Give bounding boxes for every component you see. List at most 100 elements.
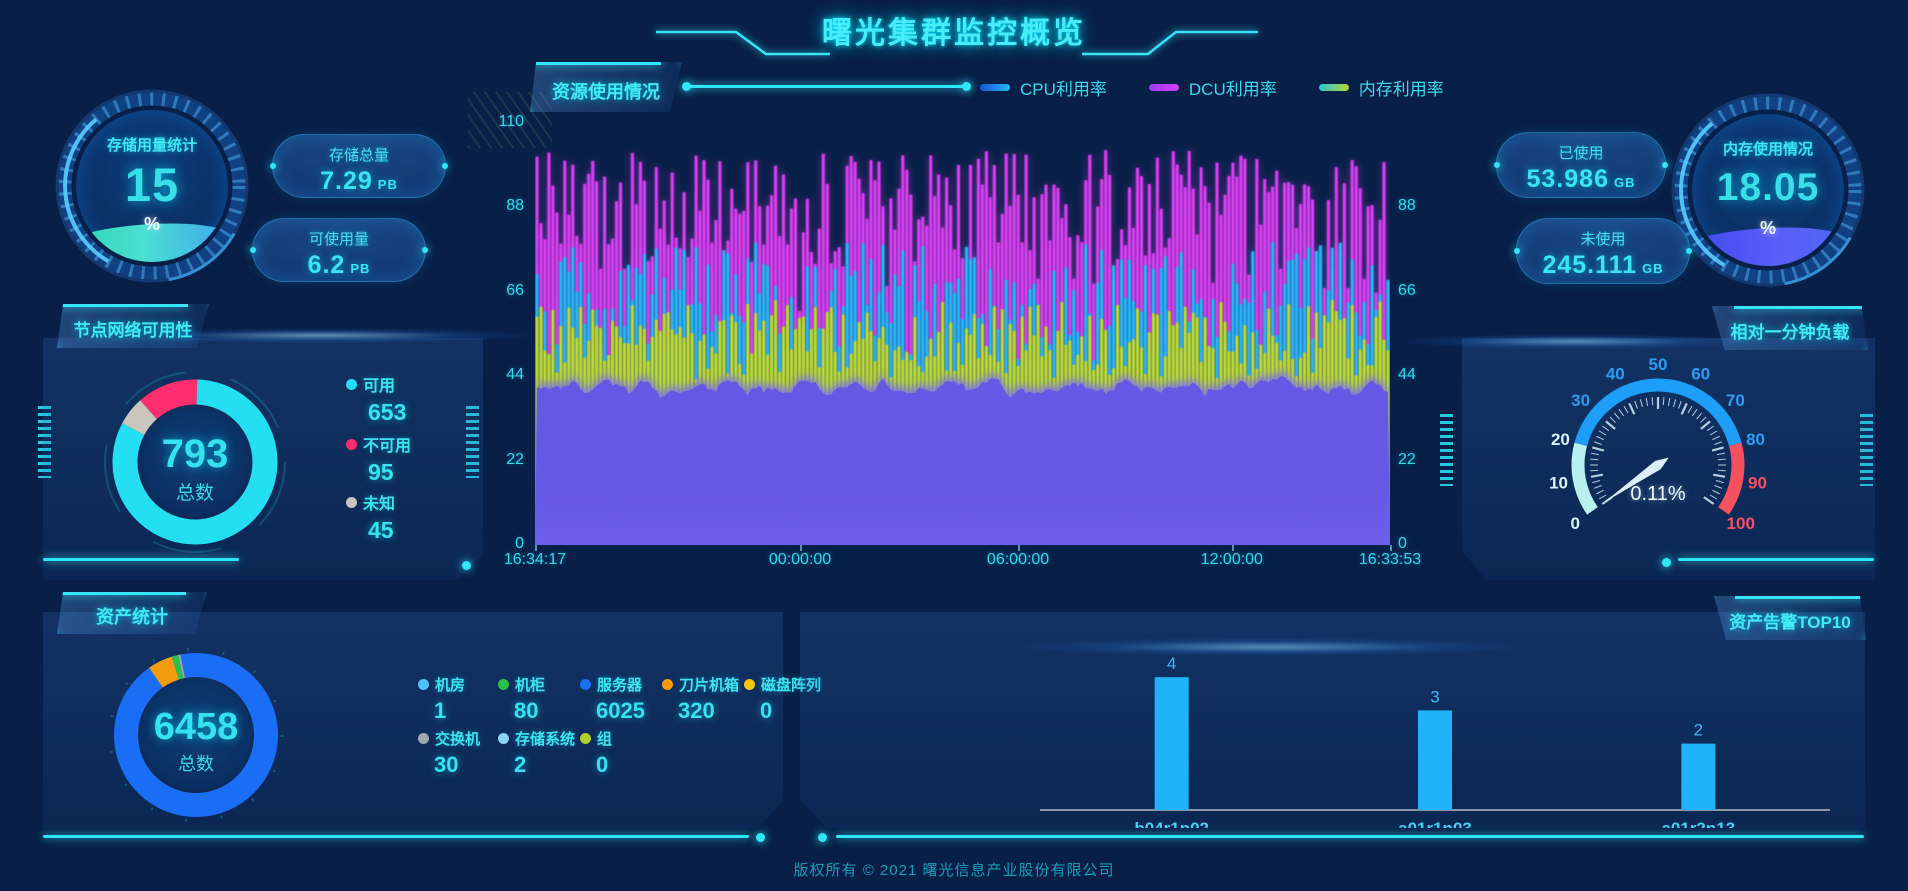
legend-label: 交换机 <box>435 731 481 748</box>
legend-label: 内存利用率 <box>1358 79 1444 99</box>
tab-dot <box>1702 303 1710 311</box>
memory-gauge-title: 内存使用情况 <box>1722 141 1813 158</box>
legend-item-switch[interactable]: 交换机 30 <box>418 728 480 778</box>
storage-available-label: 可使用量 <box>308 231 369 248</box>
gauge-tick <box>1592 480 1601 484</box>
pill-dot <box>1686 248 1692 254</box>
legend-label: CPU利用率 <box>1020 79 1107 99</box>
legend-item-server[interactable]: 服务器 6025 <box>580 674 645 724</box>
storage-available-pill: 可使用量 6.2 PB <box>250 218 428 282</box>
gauge-tick-label: 60 <box>1691 364 1710 383</box>
legend-item-cabinet[interactable]: 机柜 80 <box>498 674 545 724</box>
asset-stats-title: 资产统计 <box>96 607 168 627</box>
panel-corner-dot <box>1662 558 1671 567</box>
legend-label: 机房 <box>435 677 466 694</box>
memory-free-label: 未使用 <box>1580 231 1626 248</box>
x-axis-label: 16:33:53 <box>1358 551 1422 568</box>
legend-value: 0 <box>596 752 609 777</box>
legend-item-group[interactable]: 组 0 <box>580 728 612 778</box>
tab-top-bar <box>57 592 186 595</box>
tab-top-bar <box>530 62 661 65</box>
legend-label: 刀片机箱 <box>679 677 740 694</box>
gauge-tick <box>1602 425 1610 431</box>
storage-total-pill: 存储总量 7.29 PB <box>270 134 448 198</box>
storage-available-unit: PB <box>350 261 371 276</box>
legend-item-unavailable[interactable]: 不可用 95 <box>346 432 411 486</box>
legend-dot <box>418 733 429 744</box>
legend-item-diskarray[interactable]: 磁盘阵列 0 <box>744 674 821 724</box>
gauge-tick <box>1628 402 1636 415</box>
memory-used-label: 已使用 <box>1558 145 1604 162</box>
pill-dot <box>250 247 256 253</box>
gauge-tick <box>1712 473 1726 478</box>
legend-swatch-memory <box>1318 83 1349 91</box>
resource-usage-title: 资源使用情况 <box>552 82 660 102</box>
bar-a01r2n13 <box>1681 743 1716 810</box>
legend-item-room[interactable]: 机房 1 <box>418 674 465 724</box>
legend-item-blade[interactable]: 刀片机箱 320 <box>662 674 739 724</box>
memory-used-value: 53.986 <box>1526 165 1609 193</box>
legend-label: 不可用 <box>363 438 412 455</box>
title-decor-right <box>1082 30 1258 56</box>
barcode-decor <box>1860 414 1873 486</box>
legend-item-dcu[interactable]: DCU利用率 <box>1148 75 1277 100</box>
bar-category-label: b04r1n02 <box>1134 819 1209 828</box>
gauge-tick-label: 20 <box>1551 430 1570 449</box>
legend-value: 30 <box>434 752 459 777</box>
pie-slice-可用 <box>112 379 278 545</box>
gauge-tick <box>1709 494 1718 500</box>
pie-slice-不可用 <box>140 379 198 420</box>
legend-value: 0 <box>760 698 773 723</box>
legend-item-unknown[interactable]: 未知 45 <box>346 490 395 544</box>
legend-item-memory[interactable]: 内存利用率 <box>1318 75 1444 100</box>
panel-corner-dot <box>756 833 765 842</box>
header-line-dot <box>962 82 971 91</box>
memory-free-pill: 未使用 245.111 GB <box>1514 218 1692 284</box>
load-tab: 相对一分钟负载 <box>1712 306 1868 350</box>
bar-a01r1n03 <box>1418 710 1452 810</box>
legend-dot <box>498 733 509 744</box>
legend-item-available[interactable]: 可用 653 <box>346 372 406 426</box>
title-decor-left <box>656 30 830 56</box>
node-donut-inner-disc <box>141 408 249 516</box>
pie-slice-未知 <box>122 400 158 436</box>
storage-total-label: 存储总量 <box>328 147 389 164</box>
memory-used-pill: 已使用 53.986 GB <box>1494 132 1668 198</box>
legend-label: 服务器 <box>597 677 643 694</box>
y-axis-label-left: 66 <box>506 281 524 299</box>
memory-gauge-unit: % <box>1759 218 1776 238</box>
load-gauge-chart: 0 10 20 30 40 50 60 70 80 90 100 <box>1549 355 1767 533</box>
gauge-tick <box>1596 435 1604 441</box>
gauge-tick <box>1590 473 1604 478</box>
legend-item-storagesys[interactable]: 存储系统 2 <box>498 728 575 778</box>
gauge-tick <box>1590 458 1599 461</box>
legend-value: 45 <box>368 517 394 543</box>
legend-label: DCU利用率 <box>1188 79 1277 99</box>
legend-value: 6025 <box>596 698 645 723</box>
gauge-tick <box>1700 416 1707 423</box>
gauge-tick <box>1687 405 1693 414</box>
gauge-tick <box>1613 412 1620 420</box>
storage-available-value: 6.2 <box>307 251 346 279</box>
asset-donut-inner-disc <box>140 679 252 791</box>
tab-dot <box>211 301 219 309</box>
gauge-tick <box>1692 409 1698 417</box>
gauge-tick-label: 10 <box>1549 474 1568 493</box>
page-title: 曙光集群监控概览 <box>822 17 1086 50</box>
gauge-tick <box>1717 458 1726 461</box>
legend-item-cpu[interactable]: CPU利用率 <box>980 75 1107 100</box>
gauge-tick <box>1696 412 1703 420</box>
pill-dot <box>1514 248 1520 254</box>
legend-dot <box>744 679 755 690</box>
alarm-top10-tab: 资产告警TOP10 <box>1714 596 1866 640</box>
gauge-tick <box>1605 420 1616 430</box>
alarm-top10-title: 资产告警TOP10 <box>1729 613 1851 632</box>
pie-slice-服务器 <box>114 653 278 817</box>
barcode-decor <box>1440 414 1453 486</box>
legend-label: 可用 <box>363 378 396 395</box>
gauge-tick <box>1715 480 1724 484</box>
asset-donut-center: 6458 总数 <box>136 706 256 776</box>
load-title: 相对一分钟负载 <box>1730 323 1850 342</box>
node-donut-center: 793 总数 <box>135 432 255 505</box>
storage-gauge-value: 15 <box>124 158 180 211</box>
